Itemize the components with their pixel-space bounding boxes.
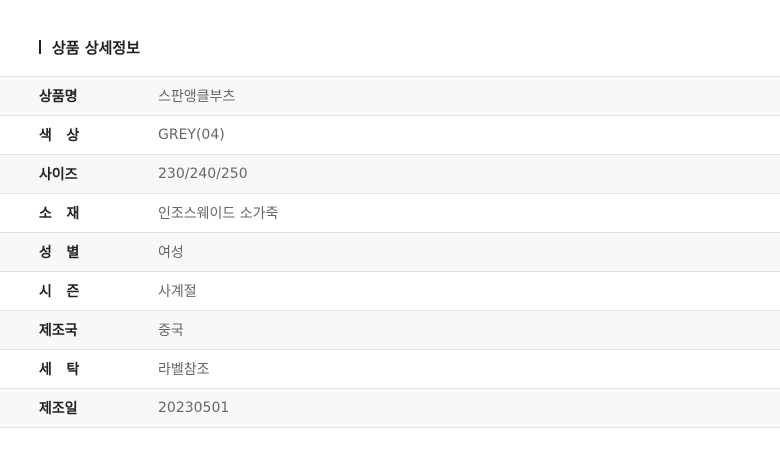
row-label: 시 즌 bbox=[39, 284, 80, 300]
row-label: 사이즈 bbox=[39, 167, 78, 183]
table-row: 시 즌 사계절 bbox=[0, 271, 780, 311]
row-value: 인조스웨이드 소가죽 bbox=[158, 206, 279, 222]
row-label: 제조국 bbox=[39, 323, 78, 339]
row-value: 여성 bbox=[158, 245, 184, 261]
section-title: 상품 상세정보 bbox=[39, 37, 140, 57]
table-row: 제조일 20230501 bbox=[0, 388, 780, 428]
table-row: 사이즈 230/240/250 bbox=[0, 154, 780, 194]
row-label: 제조일 bbox=[39, 401, 78, 417]
row-value: 라벨참조 bbox=[158, 362, 210, 378]
row-value: 스판앵클부츠 bbox=[158, 89, 236, 105]
row-value: 사계절 bbox=[158, 284, 197, 300]
section-title-text: 상품 상세정보 bbox=[52, 38, 141, 57]
title-bar-marker bbox=[39, 40, 41, 54]
table-row: 제조국 중국 bbox=[0, 310, 780, 350]
row-label: 색 상 bbox=[39, 128, 80, 144]
table-row: 소 재 인조스웨이드 소가죽 bbox=[0, 193, 780, 233]
table-row: 세 탁 라벨참조 bbox=[0, 349, 780, 389]
table-row: 색 상 GREY(04) bbox=[0, 115, 780, 155]
row-value: 중국 bbox=[158, 323, 184, 339]
row-value: 20230501 bbox=[158, 400, 230, 416]
row-label: 소 재 bbox=[39, 206, 80, 222]
row-value: 230/240/250 bbox=[158, 166, 248, 182]
row-label: 세 탁 bbox=[39, 362, 80, 378]
row-label: 상품명 bbox=[39, 89, 78, 105]
table-row: 성 별 여성 bbox=[0, 232, 780, 272]
table-row: 상품명 스판앵클부츠 bbox=[0, 76, 780, 116]
row-value: GREY(04) bbox=[158, 127, 225, 143]
row-label: 성 별 bbox=[39, 245, 80, 261]
